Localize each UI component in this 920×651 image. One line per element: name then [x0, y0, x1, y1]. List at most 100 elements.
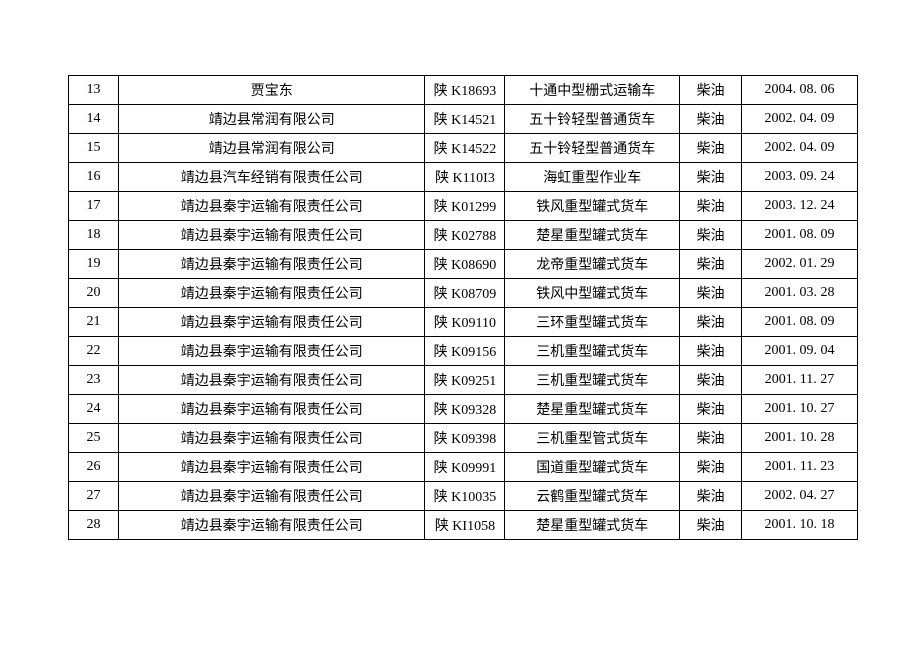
table-cell: 28 — [69, 511, 119, 540]
table-cell: 陕 K18693 — [425, 76, 505, 105]
table-cell: 陕 K01299 — [425, 192, 505, 221]
table-cell: 柴油 — [680, 279, 742, 308]
table-cell: 26 — [69, 453, 119, 482]
table-cell: 2001. 10. 28 — [742, 424, 858, 453]
vehicle-registry-table: 13贾宝东陕 K18693十通中型栅式运输车柴油2004. 08. 0614靖边… — [68, 75, 858, 540]
table-cell: 龙帝重型罐式货车 — [505, 250, 680, 279]
table-cell: 铁风中型罐式货车 — [505, 279, 680, 308]
table-cell: 楚星重型罐式货车 — [505, 511, 680, 540]
table-cell: 海虹重型作业车 — [505, 163, 680, 192]
table-cell: 柴油 — [680, 221, 742, 250]
table-cell: 靖边县秦宇运输有限责任公司 — [118, 337, 425, 366]
table-cell: 靖边县汽车经销有限责任公司 — [118, 163, 425, 192]
table-cell: 2001. 11. 23 — [742, 453, 858, 482]
table-cell: 陕 K09991 — [425, 453, 505, 482]
table-cell: 靖边县秦宇运输有限责任公司 — [118, 308, 425, 337]
table-cell: 2002. 01. 29 — [742, 250, 858, 279]
table-cell: 13 — [69, 76, 119, 105]
table-body: 13贾宝东陕 K18693十通中型栅式运输车柴油2004. 08. 0614靖边… — [69, 76, 858, 540]
table-cell: 25 — [69, 424, 119, 453]
table-cell: 2001. 08. 09 — [742, 221, 858, 250]
table-cell: 柴油 — [680, 134, 742, 163]
table-cell: 靖边县常润有限公司 — [118, 105, 425, 134]
table-cell: 陕 K09251 — [425, 366, 505, 395]
table-cell: 柴油 — [680, 395, 742, 424]
table-cell: 五十铃轻型普通货车 — [505, 134, 680, 163]
table-cell: 楚星重型罐式货车 — [505, 395, 680, 424]
table-cell: 2002. 04. 09 — [742, 105, 858, 134]
table-row: 18靖边县秦宇运输有限责任公司陕 K02788楚星重型罐式货车柴油2001. 0… — [69, 221, 858, 250]
table-row: 14靖边县常润有限公司陕 K14521五十铃轻型普通货车柴油2002. 04. … — [69, 105, 858, 134]
table-row: 24靖边县秦宇运输有限责任公司陕 K09328楚星重型罐式货车柴油2001. 1… — [69, 395, 858, 424]
table-cell: 靖边县秦宇运输有限责任公司 — [118, 482, 425, 511]
table-cell: 19 — [69, 250, 119, 279]
table-cell: 20 — [69, 279, 119, 308]
table-cell: 陕 K09328 — [425, 395, 505, 424]
table-row: 26靖边县秦宇运输有限责任公司陕 K09991国道重型罐式货车柴油2001. 1… — [69, 453, 858, 482]
table-cell: 14 — [69, 105, 119, 134]
table-cell: 24 — [69, 395, 119, 424]
table-cell: 陕 K10035 — [425, 482, 505, 511]
table-cell: 柴油 — [680, 76, 742, 105]
table-cell: 靖边县秦宇运输有限责任公司 — [118, 221, 425, 250]
table-cell: 21 — [69, 308, 119, 337]
table-cell: 2003. 09. 24 — [742, 163, 858, 192]
table-row: 13贾宝东陕 K18693十通中型栅式运输车柴油2004. 08. 06 — [69, 76, 858, 105]
table-cell: 靖边县秦宇运输有限责任公司 — [118, 511, 425, 540]
table-cell: 靖边县常润有限公司 — [118, 134, 425, 163]
table-cell: 柴油 — [680, 511, 742, 540]
table-cell: 柴油 — [680, 424, 742, 453]
table-cell: 18 — [69, 221, 119, 250]
table-cell: 27 — [69, 482, 119, 511]
table-cell: 15 — [69, 134, 119, 163]
table-row: 27靖边县秦宇运输有限责任公司陕 K10035云鹤重型罐式货车柴油2002. 0… — [69, 482, 858, 511]
table-cell: 柴油 — [680, 366, 742, 395]
table-cell: 陕 KI1058 — [425, 511, 505, 540]
table-cell: 十通中型栅式运输车 — [505, 76, 680, 105]
table-cell: 柴油 — [680, 482, 742, 511]
table-row: 28靖边县秦宇运输有限责任公司陕 KI1058楚星重型罐式货车柴油2001. 1… — [69, 511, 858, 540]
table-cell: 靖边县秦宇运输有限责任公司 — [118, 250, 425, 279]
table-row: 19靖边县秦宇运输有限责任公司陕 K08690龙帝重型罐式货车柴油2002. 0… — [69, 250, 858, 279]
table-cell: 三环重型罐式货车 — [505, 308, 680, 337]
table-cell: 16 — [69, 163, 119, 192]
table-row: 25靖边县秦宇运输有限责任公司陕 K09398三机重型管式货车柴油2001. 1… — [69, 424, 858, 453]
table-cell: 陕 K110I3 — [425, 163, 505, 192]
table-row: 16靖边县汽车经销有限责任公司陕 K110I3海虹重型作业车柴油2003. 09… — [69, 163, 858, 192]
table-cell: 陕 K09156 — [425, 337, 505, 366]
table-cell: 陕 K14521 — [425, 105, 505, 134]
table-cell: 靖边县秦宇运输有限责任公司 — [118, 279, 425, 308]
table-cell: 柴油 — [680, 105, 742, 134]
table-cell: 国道重型罐式货车 — [505, 453, 680, 482]
table-cell: 2001. 03. 28 — [742, 279, 858, 308]
table-cell: 陕 K09110 — [425, 308, 505, 337]
table-cell: 2002. 04. 09 — [742, 134, 858, 163]
table-cell: 靖边县秦宇运输有限责任公司 — [118, 453, 425, 482]
table-cell: 柴油 — [680, 192, 742, 221]
table-cell: 2001. 10. 27 — [742, 395, 858, 424]
table-cell: 靖边县秦宇运输有限责任公司 — [118, 192, 425, 221]
table-row: 21靖边县秦宇运输有限责任公司陕 K09110三环重型罐式货车柴油2001. 0… — [69, 308, 858, 337]
table-row: 20靖边县秦宇运输有限责任公司陕 K08709铁风中型罐式货车柴油2001. 0… — [69, 279, 858, 308]
table-cell: 三机重型管式货车 — [505, 424, 680, 453]
table-row: 15靖边县常润有限公司陕 K14522五十铃轻型普通货车柴油2002. 04. … — [69, 134, 858, 163]
table-cell: 贾宝东 — [118, 76, 425, 105]
table-cell: 柴油 — [680, 163, 742, 192]
table-cell: 柴油 — [680, 453, 742, 482]
table-cell: 陕 K14522 — [425, 134, 505, 163]
table-cell: 2003. 12. 24 — [742, 192, 858, 221]
table-cell: 2001. 09. 04 — [742, 337, 858, 366]
table-cell: 2004. 08. 06 — [742, 76, 858, 105]
table-cell: 陕 K09398 — [425, 424, 505, 453]
table-cell: 柴油 — [680, 308, 742, 337]
table-row: 17靖边县秦宇运输有限责任公司陕 K01299铁风重型罐式货车柴油2003. 1… — [69, 192, 858, 221]
table-cell: 2001. 08. 09 — [742, 308, 858, 337]
table-cell: 云鹤重型罐式货车 — [505, 482, 680, 511]
table-row: 22靖边县秦宇运输有限责任公司陕 K09156三机重型罐式货车柴油2001. 0… — [69, 337, 858, 366]
table-cell: 17 — [69, 192, 119, 221]
table-cell: 22 — [69, 337, 119, 366]
table-cell: 23 — [69, 366, 119, 395]
table-cell: 靖边县秦宇运输有限责任公司 — [118, 366, 425, 395]
table-cell: 2002. 04. 27 — [742, 482, 858, 511]
table-cell: 靖边县秦宇运输有限责任公司 — [118, 424, 425, 453]
